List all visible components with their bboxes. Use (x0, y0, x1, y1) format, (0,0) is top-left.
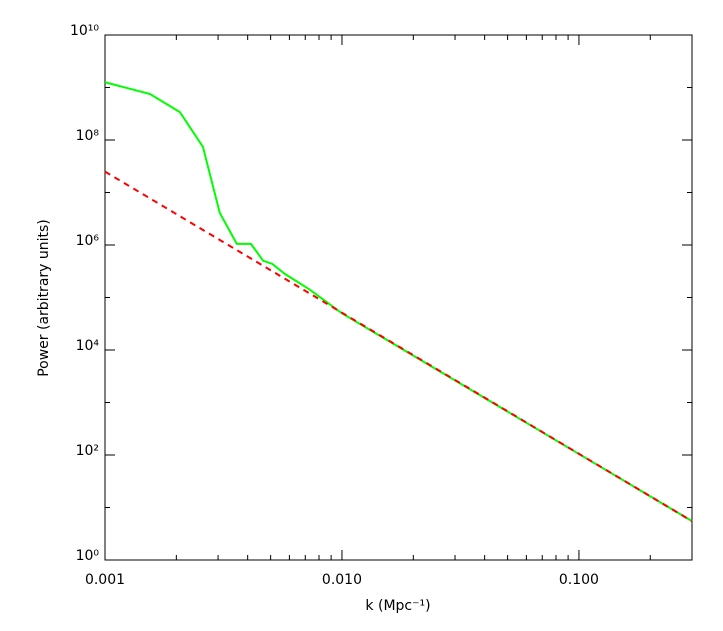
y-tick-label: 10⁶ (76, 233, 100, 249)
y-tick-label: 10¹⁰ (70, 23, 99, 39)
series-line (104, 81, 693, 522)
series-line (104, 170, 693, 522)
y-tick-label: 10⁰ (76, 548, 100, 564)
x-tick-label: 0.001 (85, 572, 125, 588)
x-axis-label: k (Mpc⁻¹) (365, 598, 430, 614)
y-tick-label: 10² (76, 443, 99, 459)
x-tick-label: 0.010 (322, 572, 362, 588)
x-tick-label: 0.100 (559, 572, 599, 588)
y-axis-label: Power (arbitrary units) (36, 219, 52, 377)
y-tick-label: 10⁸ (76, 128, 100, 144)
y-tick-label: 10⁴ (76, 338, 100, 354)
plot-frame (104, 34, 693, 561)
